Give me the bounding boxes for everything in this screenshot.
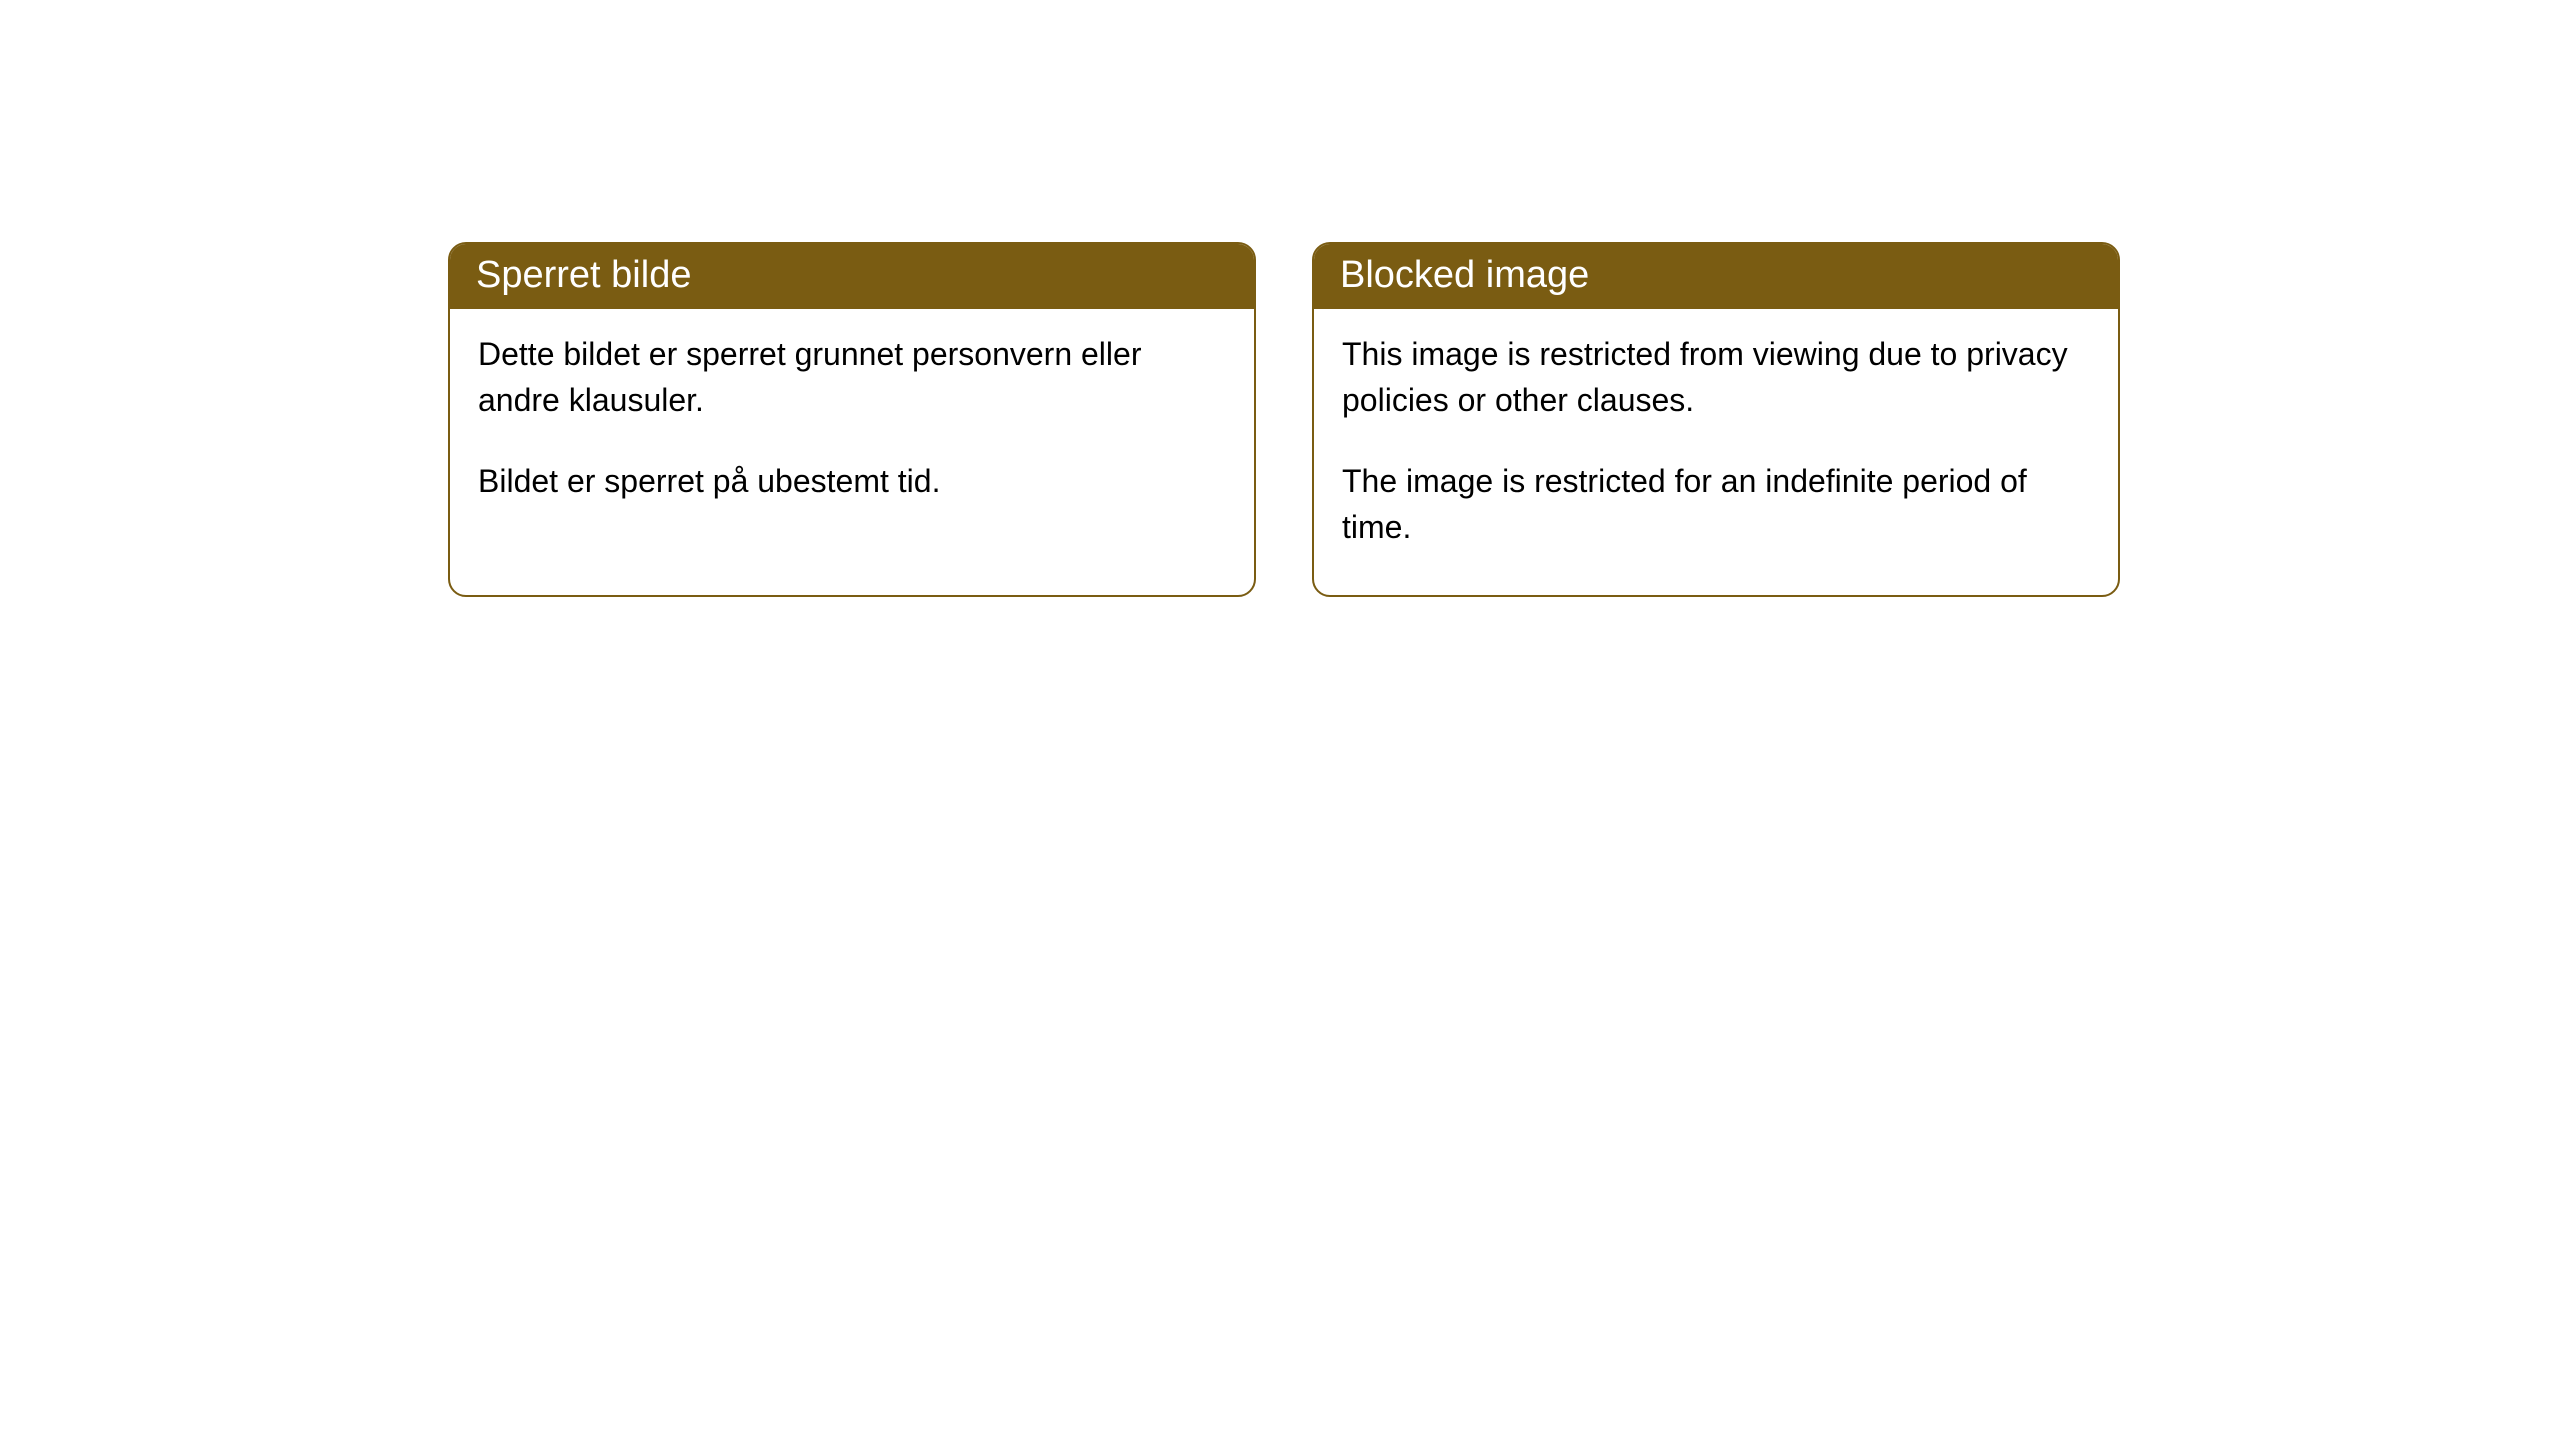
blocked-image-card-english: Blocked image This image is restricted f…	[1312, 242, 2120, 597]
card-header: Blocked image	[1314, 244, 2118, 309]
notice-paragraph-2: The image is restricted for an indefinit…	[1342, 458, 2090, 551]
notice-cards-container: Sperret bilde Dette bildet er sperret gr…	[448, 242, 2120, 597]
notice-paragraph-1: Dette bildet er sperret grunnet personve…	[478, 331, 1226, 424]
notice-paragraph-1: This image is restricted from viewing du…	[1342, 331, 2090, 424]
card-body: Dette bildet er sperret grunnet personve…	[450, 309, 1254, 548]
blocked-image-card-norwegian: Sperret bilde Dette bildet er sperret gr…	[448, 242, 1256, 597]
card-header: Sperret bilde	[450, 244, 1254, 309]
notice-paragraph-2: Bildet er sperret på ubestemt tid.	[478, 458, 1226, 504]
card-body: This image is restricted from viewing du…	[1314, 309, 2118, 595]
